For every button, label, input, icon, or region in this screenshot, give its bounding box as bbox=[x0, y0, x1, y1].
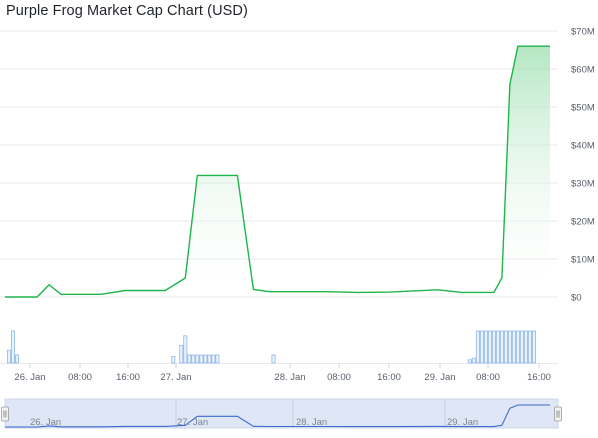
volume-bar[interactable] bbox=[532, 330, 537, 364]
x-tick-label: 08:00 bbox=[327, 372, 351, 383]
chart-title: Purple Frog Market Cap Chart (USD) bbox=[6, 3, 248, 19]
y-tick-label: $20M bbox=[571, 217, 595, 228]
x-tick-label: 08:00 bbox=[68, 372, 92, 383]
x-tick-label: 16:00 bbox=[116, 372, 140, 383]
volume-bar[interactable] bbox=[187, 354, 192, 364]
y-tick-label: $10M bbox=[571, 255, 595, 266]
volume-bar[interactable] bbox=[191, 354, 196, 364]
navigator-tick-label: 26. Jan bbox=[30, 417, 61, 428]
y-tick-label: $40M bbox=[571, 141, 595, 152]
volume-bar[interactable] bbox=[523, 330, 528, 364]
navigator-series-line bbox=[5, 404, 550, 428]
volume-bar[interactable] bbox=[483, 330, 488, 364]
volume-bar[interactable] bbox=[487, 330, 492, 364]
volume-bar[interactable] bbox=[14, 354, 19, 364]
volume-bar[interactable] bbox=[515, 330, 520, 364]
volume-bar[interactable] bbox=[495, 330, 500, 364]
navigator-tick-label: 27. Jan bbox=[177, 417, 208, 428]
x-tick-label: 08:00 bbox=[476, 372, 500, 383]
x-tick-label: 16:00 bbox=[377, 372, 401, 383]
volume-bar[interactable] bbox=[511, 330, 516, 364]
volume-bar[interactable] bbox=[467, 359, 472, 364]
y-tick-label: $30M bbox=[571, 179, 595, 190]
x-tick-label: 29. Jan bbox=[424, 372, 455, 383]
volume-bar[interactable] bbox=[195, 354, 200, 364]
navigator-tick-label: 29. Jan bbox=[447, 417, 478, 428]
market-cap-line[interactable] bbox=[5, 45, 550, 298]
volume-bar[interactable] bbox=[211, 354, 216, 364]
navigator-right-handle[interactable] bbox=[554, 406, 562, 422]
volume-bar[interactable] bbox=[499, 330, 504, 364]
y-tick-label: $60M bbox=[571, 65, 595, 76]
volume-bar[interactable] bbox=[507, 330, 512, 364]
volume-bar[interactable] bbox=[519, 330, 524, 364]
volume-bar[interactable] bbox=[171, 356, 176, 364]
volume-bar[interactable] bbox=[7, 349, 12, 364]
x-tick-label: 26. Jan bbox=[14, 372, 45, 383]
grid-lines bbox=[0, 30, 558, 298]
volume-bar[interactable] bbox=[527, 330, 532, 364]
volume-bars[interactable] bbox=[0, 330, 558, 364]
y-tick-label: $70M bbox=[571, 27, 595, 38]
volume-bar[interactable] bbox=[207, 354, 212, 364]
x-tick-label: 16:00 bbox=[527, 372, 551, 383]
volume-bar[interactable] bbox=[471, 357, 476, 364]
range-navigator[interactable]: 26. Jan 27. Jan 28. Jan 29. Jan bbox=[1, 398, 562, 429]
volume-bar[interactable] bbox=[203, 354, 208, 364]
volume-bar[interactable] bbox=[10, 330, 15, 364]
volume-bar[interactable] bbox=[503, 330, 508, 364]
x-tick-label: 28. Jan bbox=[274, 372, 305, 383]
volume-bar[interactable] bbox=[271, 354, 276, 364]
navigator-selection[interactable] bbox=[4, 398, 559, 429]
y-axis-ticks: $0 $10M $20M $30M $40M $50M $60M $70M bbox=[571, 27, 595, 304]
volume-bar[interactable] bbox=[479, 330, 484, 364]
x-axis-ticks: 26. Jan 08:00 16:00 27. Jan 28. Jan 08:00 16:0… bbox=[14, 363, 551, 383]
volume-bar[interactable] bbox=[183, 335, 188, 364]
y-tick-label: $50M bbox=[571, 103, 595, 114]
volume-bar[interactable] bbox=[179, 344, 184, 364]
x-tick-label: 27. Jan bbox=[160, 372, 191, 383]
volume-bar[interactable] bbox=[215, 354, 220, 364]
volume-bar[interactable] bbox=[199, 354, 204, 364]
navigator-left-handle[interactable] bbox=[1, 406, 9, 422]
y-tick-label: $0 bbox=[571, 293, 582, 304]
volume-bar[interactable] bbox=[491, 330, 496, 364]
price-line-layer[interactable] bbox=[5, 45, 550, 298]
navigator-tick-label: 28. Jan bbox=[296, 417, 327, 428]
volume-bar[interactable] bbox=[475, 330, 480, 364]
